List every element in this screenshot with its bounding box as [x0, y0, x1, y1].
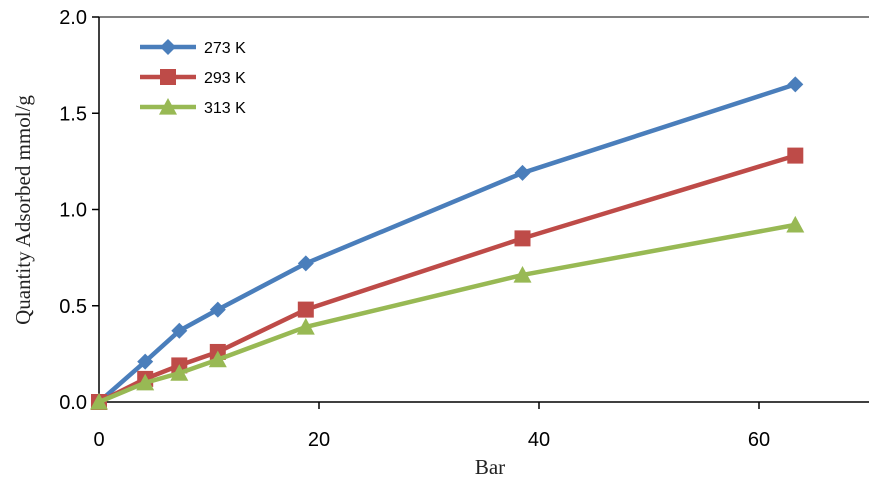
series-layer — [90, 76, 805, 410]
y-tick-label: 2.0 — [59, 7, 87, 29]
y-tick-label: 0.0 — [59, 392, 87, 414]
x-tick-label: 0 — [93, 429, 104, 451]
x-ticks: 0 20 40 60 — [93, 402, 770, 451]
data-point — [297, 301, 314, 318]
legend-marker — [160, 69, 176, 85]
legend-marker — [159, 98, 177, 115]
x-tick-label: 20 — [308, 429, 330, 451]
data-point — [170, 364, 189, 381]
series-line — [96, 222, 798, 405]
y-ticks: 0.0 0.5 1.0 1.5 2.0 — [59, 7, 99, 414]
legend-label: 273 K — [204, 40, 246, 57]
x-tick-label: 40 — [528, 429, 550, 451]
legend-item: 273 K — [140, 39, 246, 57]
data-point — [787, 76, 804, 93]
data-point — [171, 322, 188, 339]
data-point — [297, 255, 314, 272]
series-313-k — [90, 215, 805, 410]
y-tick-label: 1.5 — [59, 103, 87, 125]
data-point — [90, 393, 108, 410]
legend-marker — [160, 39, 176, 55]
data-point — [296, 317, 315, 335]
data-point — [137, 353, 154, 370]
legend-item: 313 K — [140, 98, 246, 117]
data-point — [208, 350, 227, 368]
data-point — [209, 301, 226, 318]
series-293-k — [91, 147, 804, 410]
legend-label: 293 K — [204, 70, 246, 87]
x-axis-title: Bar — [475, 455, 505, 479]
data-point — [787, 147, 804, 164]
y-axis-title: Quantity Adsorbed mmol/g — [11, 95, 35, 325]
data-point — [514, 164, 531, 181]
data-point — [514, 230, 531, 247]
y-tick-label: 0.5 — [59, 296, 87, 318]
data-point — [786, 215, 805, 233]
legend-label: 313 K — [204, 100, 246, 117]
legend: 273 K 293 K 313 K — [140, 39, 246, 117]
legend-item: 293 K — [140, 69, 246, 87]
x-tick-label: 60 — [748, 429, 770, 451]
y-tick-label: 1.0 — [59, 200, 87, 222]
data-point — [136, 373, 155, 391]
data-point — [513, 265, 532, 283]
